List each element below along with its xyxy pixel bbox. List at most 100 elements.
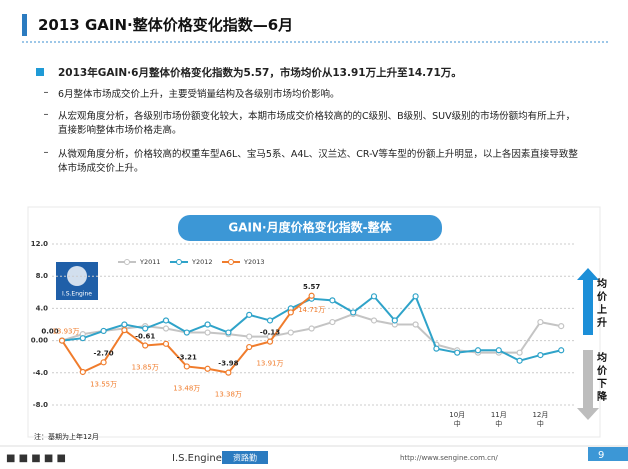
bullet: 6月整体市场成交价上升，主要受销量结构及各级别市场均价影响。	[58, 89, 340, 100]
y-tick-label: 8.0	[36, 272, 49, 280]
point	[246, 333, 253, 340]
point	[121, 327, 128, 334]
bullet: 2013年GAIN·6月整体价格变化指数为5.57，市场均价从13.91万上升至…	[58, 67, 462, 79]
footer-tag: 资路勤	[233, 453, 257, 463]
point	[287, 329, 294, 336]
price-label: 14.71万	[298, 306, 325, 314]
price-label: 13.38万	[215, 391, 242, 399]
up-arrow	[577, 268, 599, 335]
bullet: 从宏观角度分析，各级别市场份额变化较大，本期市场成交价格较高的的C级别、B级别、…	[58, 111, 576, 136]
point	[495, 347, 502, 354]
header-title: 2013 GAIN·整体价格变化指数—6月	[38, 16, 294, 34]
point	[246, 311, 253, 318]
point	[183, 363, 190, 370]
price-label: 13.48万	[173, 384, 200, 392]
point	[329, 297, 336, 304]
footer-brand: I.S.Engine	[172, 453, 222, 464]
point	[100, 359, 107, 366]
y-tick-label: 0.00	[31, 337, 48, 345]
point	[266, 338, 274, 345]
x-tick-label: 11月中	[491, 411, 507, 428]
point	[225, 369, 232, 376]
point	[350, 309, 357, 316]
down-arrow	[577, 350, 599, 420]
point	[558, 347, 565, 354]
point	[204, 329, 211, 336]
point	[225, 329, 232, 336]
point	[433, 345, 440, 352]
point	[370, 293, 378, 300]
dash: –	[43, 147, 49, 158]
point	[537, 318, 544, 326]
value-label: -3.21	[177, 353, 197, 361]
point	[79, 335, 86, 342]
point	[412, 321, 419, 328]
dash: –	[43, 109, 49, 120]
point	[308, 325, 315, 332]
point	[516, 349, 523, 356]
point	[287, 309, 294, 316]
up-label: 均价上升	[597, 279, 607, 329]
point	[204, 321, 211, 328]
price-label: 13.55万	[90, 380, 117, 388]
note: 注：基期为上年12月	[34, 432, 99, 441]
legend-label: Y2011	[139, 258, 161, 266]
page-bg	[588, 447, 628, 461]
point	[454, 349, 461, 356]
point	[516, 357, 523, 364]
logo-text: I.S.Engine	[62, 291, 92, 298]
legend-marker	[228, 259, 234, 265]
price-label: 13.93万	[52, 328, 79, 336]
chart-title-bg	[178, 215, 442, 241]
bullet: 从微观角度分析，价格较高的权重车型A6L、宝马5系、A4L、汉兰达、CR-V等车…	[58, 149, 578, 174]
bullet-square	[36, 68, 44, 76]
legend-marker	[176, 259, 182, 265]
value-label: -0.61	[135, 333, 155, 341]
y-tick-label: -8.0	[33, 401, 48, 409]
dash: –	[43, 87, 49, 98]
point	[162, 317, 170, 324]
down-label: 均价下降	[597, 353, 607, 403]
legend-label: Y2013	[243, 258, 265, 266]
price-label: 13.91万	[256, 360, 283, 368]
header-bar	[22, 14, 27, 36]
footer-dots: ■ ■ ■ ■ ■	[6, 453, 66, 464]
x-tick-label: 12月中	[532, 411, 548, 428]
point	[121, 321, 128, 328]
point	[142, 342, 149, 349]
y-tick-label: -4.0	[33, 369, 48, 377]
point	[412, 293, 419, 300]
point	[474, 347, 482, 354]
point	[79, 368, 86, 376]
y-tick-label: 4.0	[36, 304, 49, 312]
price-label: 13.85万	[132, 364, 159, 372]
value-label: -0.13	[260, 329, 280, 337]
point	[183, 329, 190, 336]
point	[329, 318, 336, 326]
value-label: 5.57	[303, 283, 320, 291]
point	[58, 337, 66, 344]
point	[391, 317, 398, 324]
x-tick-label: 10月中	[449, 411, 465, 428]
point	[142, 325, 149, 332]
value-label: -3.98	[218, 360, 238, 368]
legend-marker	[124, 259, 130, 265]
footer-tag-bg	[222, 451, 268, 464]
chart-title: GAIN·月度价格变化指数-整体	[228, 220, 392, 235]
value-label: -2.70	[94, 349, 114, 357]
point	[266, 317, 274, 324]
point	[558, 323, 565, 330]
value-label: 0.00	[41, 328, 58, 336]
point	[246, 343, 253, 351]
footer-url: http://www.sengine.com.cn/	[400, 454, 498, 462]
chart-frame	[27, 206, 601, 438]
point	[308, 292, 315, 299]
point	[162, 340, 170, 347]
point	[100, 327, 107, 335]
point	[162, 325, 170, 332]
point	[537, 351, 544, 359]
point	[204, 365, 211, 372]
point	[370, 317, 378, 324]
